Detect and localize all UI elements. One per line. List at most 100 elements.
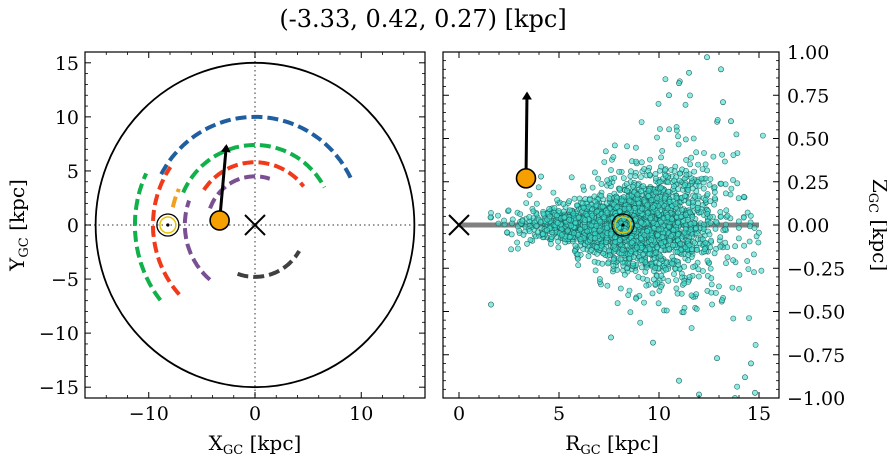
scatter-point: [729, 284, 736, 291]
scatter-point: [540, 210, 547, 217]
scatter-point: [588, 222, 595, 229]
scatter-point: [606, 252, 613, 259]
scatter-point: [746, 238, 753, 245]
scatter-point: [508, 246, 514, 253]
scatter-point: [730, 177, 736, 183]
scatter-point: [712, 225, 719, 232]
left-galactic-center-marker-stroke-b: [244, 214, 266, 236]
scatter-point: [508, 231, 515, 238]
left-object-marker: [209, 210, 230, 231]
left-sun-inner-ring: [159, 216, 177, 234]
scatter-point: [675, 133, 681, 140]
scatter-point: [695, 266, 702, 273]
scatter-point: [681, 193, 688, 199]
scatter-point: [526, 191, 533, 198]
scatter-point: [704, 54, 710, 61]
scatter-point: [568, 222, 574, 229]
scatter-point: [626, 197, 633, 204]
scatter-point: [711, 184, 718, 191]
scatter-point: [755, 239, 762, 246]
scatter-point: [610, 154, 617, 160]
scatter-point: [672, 201, 679, 207]
right-plot-area: [459, 54, 766, 398]
scatter-point: [695, 273, 702, 280]
scatter-point: [550, 189, 557, 196]
scatter-point: [686, 274, 693, 280]
scatter-point: [638, 188, 645, 195]
left-xtick-label: 0: [249, 403, 261, 425]
scatter-point: [645, 193, 652, 199]
scatter-point: [526, 228, 533, 235]
scatter-point: [685, 252, 692, 258]
scatter-point: [504, 229, 510, 236]
scatter-point: [597, 276, 603, 282]
scatter-point: [592, 267, 599, 274]
scatter-point: [740, 214, 747, 221]
scatter-point: [548, 233, 555, 240]
scatter-point: [629, 239, 635, 246]
scatter-point: [524, 240, 530, 247]
scatter-point: [691, 240, 698, 246]
scatter-point: [666, 198, 673, 205]
left-xtick-label: −10: [129, 403, 169, 425]
scatter-point: [635, 274, 642, 280]
right-xtick-label: 10: [647, 403, 671, 425]
right-xtick-label: 0: [453, 403, 465, 425]
scatter-point: [595, 175, 601, 182]
scatter-point: [671, 183, 677, 190]
scatter-point: [704, 167, 710, 174]
scatter-point: [604, 209, 611, 216]
scatter-point: [589, 184, 596, 191]
scatter-point: [673, 194, 680, 201]
right-ytick-label: 0.75: [787, 85, 829, 107]
scatter-point: [693, 305, 700, 312]
scatter-point: [666, 245, 673, 252]
scatter-point: [568, 174, 575, 181]
scatter-point: [632, 173, 639, 180]
scatter-point: [520, 231, 527, 238]
scatter-point: [505, 207, 512, 214]
scatter-point: [567, 207, 573, 214]
scatter-point: [580, 183, 587, 190]
scatter-point: [638, 159, 645, 166]
scatter-point: [650, 339, 656, 346]
scatter-point: [685, 257, 691, 264]
scatter-point: [644, 228, 650, 235]
scatter-point: [694, 246, 700, 253]
scatter-point: [688, 292, 695, 299]
scatter-point: [735, 195, 742, 202]
scatter-point: [704, 191, 711, 197]
scatter-point: [534, 229, 541, 236]
scatter-point: [648, 197, 655, 204]
scatter-point: [654, 209, 661, 216]
scatter-point: [682, 101, 689, 108]
scatter-point: [687, 92, 693, 99]
left-ytick-label: 5: [67, 161, 79, 183]
scatter-point: [723, 260, 729, 267]
scatter-point: [711, 250, 718, 257]
scatter-point: [593, 202, 600, 209]
scatter-point: [687, 220, 694, 227]
scatter-point: [658, 283, 664, 290]
scatter-point: [633, 295, 639, 302]
scatter-point: [596, 227, 603, 234]
scatter-point: [648, 237, 655, 243]
scatter-point: [614, 300, 621, 307]
scatter-point: [602, 148, 609, 155]
scatter-point: [693, 225, 699, 232]
scatter-point: [592, 235, 598, 242]
scatter-point: [690, 199, 696, 206]
scatter-point: [611, 142, 618, 149]
scatter-point: [666, 223, 672, 230]
scatter-point: [533, 200, 540, 207]
scatter-point: [571, 195, 578, 202]
scatter-point: [670, 227, 677, 234]
scatter-point: [608, 167, 614, 173]
right-xtick-label: 5: [553, 403, 565, 425]
scatter-point: [630, 254, 637, 260]
scatter-point: [535, 184, 542, 191]
scatter-point: [735, 224, 742, 231]
scatter-point: [665, 277, 672, 284]
scatter-point: [611, 175, 618, 181]
left-spiral-arm-0: [159, 114, 354, 182]
